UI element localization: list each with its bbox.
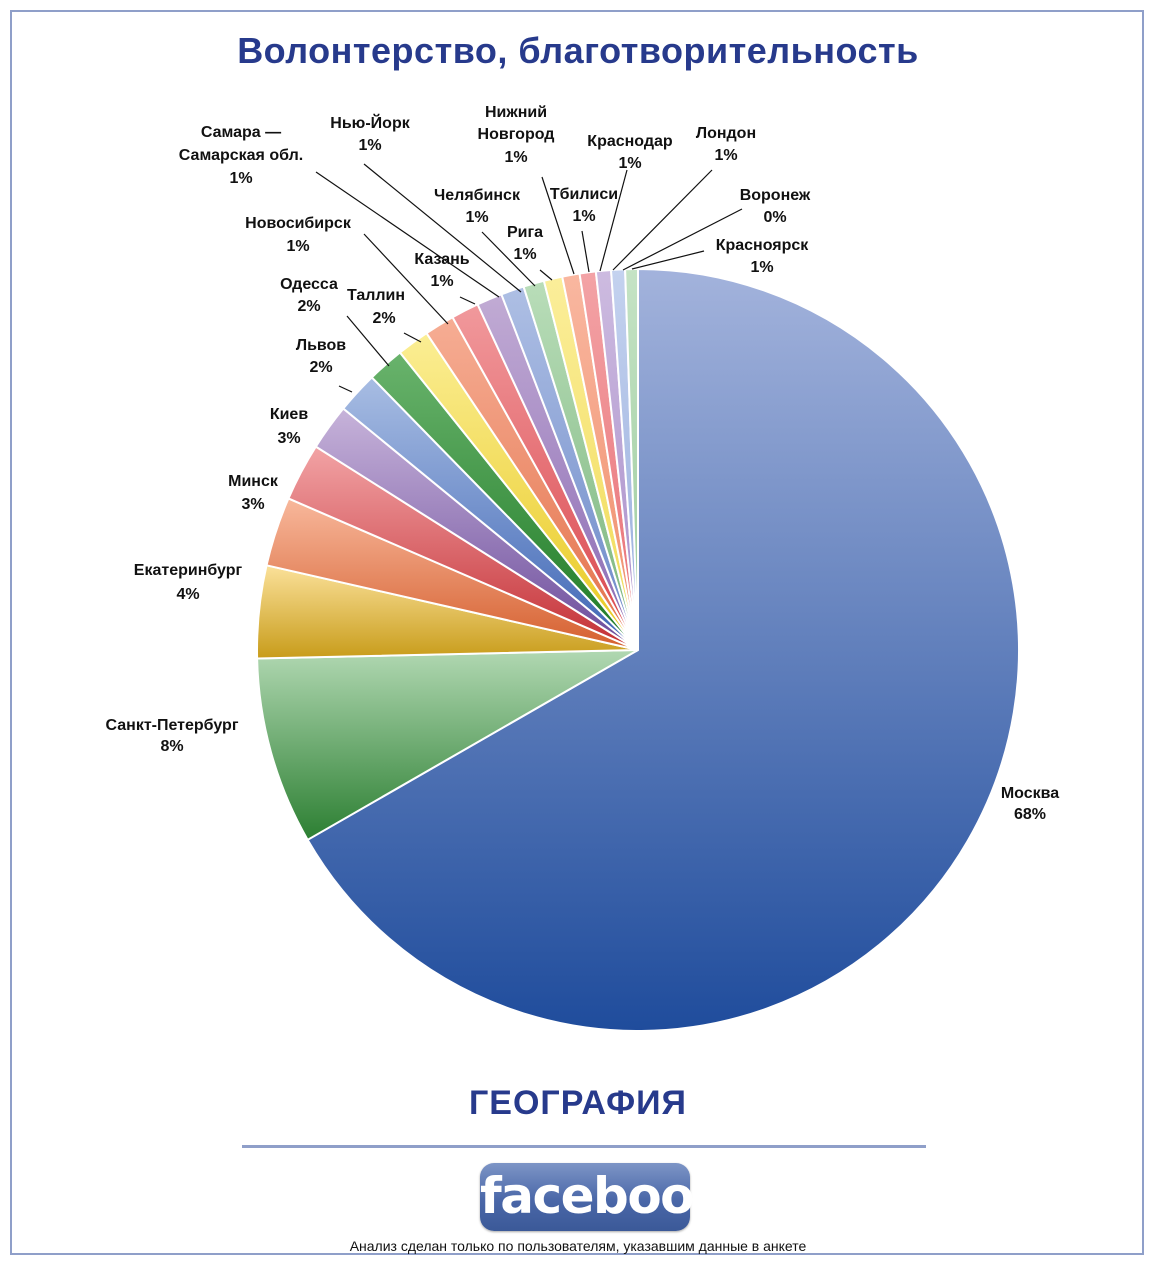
- leader-line: [338, 385, 353, 393]
- slice-label: Воронеж 0%: [740, 187, 811, 226]
- slice-label: Санкт-Петербург 8%: [106, 717, 239, 755]
- slice-label: Рига 1%: [507, 224, 543, 263]
- leader-line: [363, 163, 522, 293]
- slice-label: Нижний Новгород 1%: [478, 104, 555, 166]
- leader-line: [459, 296, 476, 305]
- slice-label: Новосибирск 1%: [245, 215, 352, 255]
- leader-line: [612, 169, 713, 271]
- page-frame: [10, 10, 1144, 1255]
- leader-line: [631, 250, 705, 270]
- divider-line: [242, 1145, 926, 1148]
- footnote-text: Анализ сделан только по пользователям, у…: [349, 1238, 807, 1254]
- slice-label: Таллин 2%: [347, 287, 405, 327]
- facebook-logo: facebook: [480, 1163, 726, 1231]
- leader-line: [481, 231, 536, 287]
- leader-line: [581, 230, 590, 273]
- slice-label: Челябинск 1%: [434, 187, 521, 226]
- leader-line: [346, 315, 390, 367]
- slice-label: Екатеринбург 4%: [134, 562, 243, 603]
- leader-line: [541, 176, 575, 275]
- section-subtitle: ГЕОГРАФИЯ: [469, 1084, 687, 1122]
- leader-line: [315, 171, 500, 298]
- slice-label: Нью-Йорк 1%: [330, 113, 410, 154]
- leader-line: [403, 332, 422, 343]
- slice-label: Тбилиси 1%: [550, 186, 618, 225]
- slice-label: Казань 1%: [414, 251, 469, 290]
- leader-line: [539, 269, 553, 281]
- slice-label: Лондон 1%: [696, 125, 756, 164]
- slice-label: Одесса 2%: [280, 276, 338, 315]
- slice-label: Минск 3%: [228, 473, 279, 513]
- pie-chart: Москва 68% Санкт-Петербург 8% Екатеринбург 4%…: [106, 104, 1059, 1032]
- slice-label: Самара — Самарская обл. 1%: [179, 124, 303, 187]
- slice-label: Красноярск 1%: [716, 237, 810, 276]
- slice-label: Москва 68%: [1001, 785, 1059, 823]
- leader-line: [599, 169, 628, 272]
- leader-line: [622, 208, 743, 271]
- slice-label: Киев 3%: [270, 406, 309, 447]
- pie-slice: [306, 267, 1020, 1032]
- pie-slice: [256, 649, 639, 842]
- slice-label: Краснодар 1%: [587, 133, 673, 172]
- slice-label: Львов 2%: [296, 337, 346, 376]
- leader-line: [363, 233, 449, 325]
- chart-title: Волонтерство, благотворительность: [237, 30, 919, 71]
